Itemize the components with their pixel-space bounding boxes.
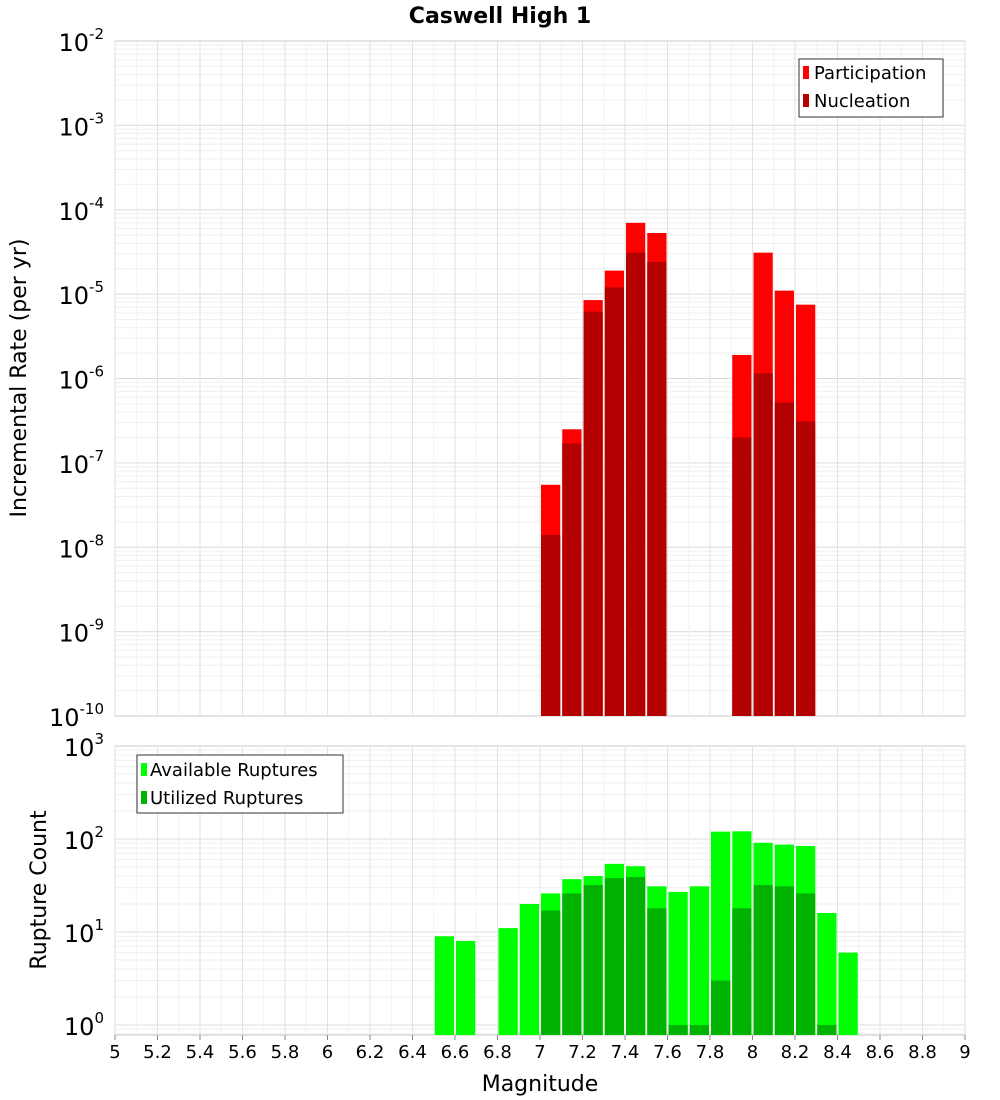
x-tick-label: 8.4 xyxy=(823,1042,852,1063)
count-y-axis-label: Rupture Count xyxy=(27,810,52,970)
utilized-ruptures-bar xyxy=(689,1024,709,1035)
rate-y-tick-label: 10-3 xyxy=(58,109,104,141)
x-tick-label: 7.8 xyxy=(696,1042,725,1063)
count-plot: 100 101 102 103 5 5.2 5.4 5.6 5.8 6 6.2 6.4 6.6 6.8 7… xyxy=(27,730,971,1097)
rate-y-tick-label: 10-8 xyxy=(58,531,104,563)
count-y-tick-label: 103 xyxy=(64,730,104,762)
x-tick-label: 8 xyxy=(747,1042,758,1063)
legend-swatch-utilized xyxy=(141,791,147,804)
legend-label-participation: Participation xyxy=(814,63,926,84)
rate-y-tick-label: 10-5 xyxy=(58,278,104,310)
count-y-tick-label: 102 xyxy=(64,823,104,855)
nucleation-bar xyxy=(774,402,794,716)
rate-y-tick-label: 10-6 xyxy=(58,363,104,395)
legend-swatch-nucleation xyxy=(803,94,809,107)
x-tick-label: 5.8 xyxy=(271,1042,300,1063)
nucleation-bar xyxy=(562,443,582,716)
rate-y-axis-label: Incremental Rate (per yr) xyxy=(7,239,32,518)
utilized-ruptures-bar xyxy=(668,1024,688,1035)
x-tick-label: 8.8 xyxy=(908,1042,937,1063)
utilized-ruptures-bar xyxy=(753,885,773,1035)
utilized-ruptures-bar xyxy=(604,878,624,1035)
nucleation-bar xyxy=(541,534,561,716)
rate-legend-box xyxy=(798,58,944,118)
count-y-tick-label: 101 xyxy=(64,916,104,948)
utilized-ruptures-bar xyxy=(774,886,794,1035)
rate-plot-bars xyxy=(541,222,816,716)
nucleation-bar xyxy=(626,252,646,716)
x-tick-label: 6.2 xyxy=(356,1042,385,1063)
rate-y-tick-label: 10-4 xyxy=(58,194,104,226)
available-ruptures-bar xyxy=(689,886,709,1035)
chart-title: Caswell High 1 xyxy=(409,4,591,29)
rate-y-tick-label: 10-10 xyxy=(49,700,104,732)
count-plot-y-ticks: 100 101 102 103 xyxy=(64,730,104,1041)
x-axis-label: Magnitude xyxy=(482,1072,599,1097)
legend-label-available: Available Ruptures xyxy=(150,760,318,781)
count-legend-box xyxy=(136,754,344,814)
rate-plot: 10-10 10-9 10-8 10-7 10-6 10-5 10-4 10-3 10-2 In… xyxy=(7,25,966,732)
nucleation-bar xyxy=(753,373,773,716)
utilized-ruptures-bar xyxy=(796,893,816,1035)
nucleation-bar xyxy=(604,287,624,716)
nucleation-bar xyxy=(732,437,752,716)
x-tick-label: 6.6 xyxy=(441,1042,470,1063)
nucleation-bar xyxy=(647,262,667,716)
available-ruptures-bar xyxy=(498,928,518,1035)
x-tick-label: 7.6 xyxy=(653,1042,682,1063)
legend-swatch-participation xyxy=(803,66,809,79)
utilized-ruptures-bar xyxy=(562,893,582,1035)
x-tick-label: 5.6 xyxy=(228,1042,257,1063)
available-ruptures-bar xyxy=(817,912,837,1035)
x-tick-label: 8.6 xyxy=(866,1042,895,1063)
rate-y-tick-label: 10-2 xyxy=(58,25,104,57)
available-ruptures-bar xyxy=(838,952,858,1035)
available-ruptures-bar xyxy=(519,903,539,1035)
legend-label-utilized: Utilized Ruptures xyxy=(150,788,303,809)
count-plot-bars xyxy=(434,831,858,1035)
x-tick-label: 9 xyxy=(959,1042,970,1063)
count-legend: Available Ruptures Utilized Ruptures xyxy=(136,754,344,814)
legend-swatch-available xyxy=(141,763,147,776)
x-tick-label: 7.4 xyxy=(611,1042,640,1063)
x-tick-label: 6.4 xyxy=(398,1042,427,1063)
rate-y-tick-label: 10-9 xyxy=(58,616,104,648)
utilized-ruptures-bar xyxy=(626,877,646,1035)
utilized-ruptures-bar xyxy=(541,910,561,1035)
utilized-ruptures-bar xyxy=(583,885,603,1035)
nucleation-bar xyxy=(583,311,603,716)
available-ruptures-bar xyxy=(434,936,454,1035)
rate-y-tick-label: 10-7 xyxy=(58,447,104,479)
x-tick-label: 5.4 xyxy=(186,1042,215,1063)
x-tick-label: 6.8 xyxy=(483,1042,512,1063)
legend-label-nucleation: Nucleation xyxy=(814,91,910,112)
rate-plot-y-ticks: 10-10 10-9 10-8 10-7 10-6 10-5 10-4 10-3 10-2 xyxy=(49,25,104,732)
x-tick-label: 7.2 xyxy=(568,1042,597,1063)
utilized-ruptures-bar xyxy=(647,908,667,1035)
utilized-ruptures-bar xyxy=(817,1024,837,1035)
nucleation-bar xyxy=(796,421,816,716)
x-tick-label: 5.2 xyxy=(143,1042,172,1063)
rate-plot-gridlines xyxy=(114,41,966,716)
count-y-tick-label: 100 xyxy=(64,1009,104,1041)
count-plot-x-ticks: 5 5.2 5.4 5.6 5.8 6 6.2 6.4 6.6 6.8 7 7.2 7.4 7.6 7.8 8… xyxy=(109,1035,971,1063)
available-ruptures-bar xyxy=(456,940,476,1035)
available-ruptures-bar xyxy=(668,891,688,1035)
rate-legend: Participation Nucleation xyxy=(798,58,944,118)
x-tick-label: 6 xyxy=(322,1042,333,1063)
x-tick-label: 8.2 xyxy=(781,1042,810,1063)
x-tick-label: 7 xyxy=(534,1042,545,1063)
x-tick-label: 5 xyxy=(109,1042,120,1063)
utilized-ruptures-bar xyxy=(732,908,752,1035)
utilized-ruptures-bar xyxy=(711,980,731,1035)
